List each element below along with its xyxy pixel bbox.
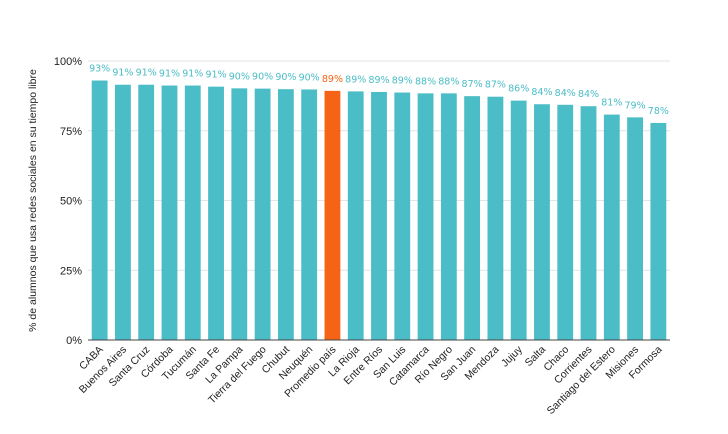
data-label: 91% — [136, 68, 157, 79]
y-tick-label: 100% — [54, 56, 82, 68]
data-label: 84% — [555, 88, 576, 99]
bar — [510, 100, 527, 340]
data-label: 91% — [182, 69, 203, 80]
data-label: 84% — [578, 89, 599, 100]
data-label: 88% — [438, 76, 459, 87]
y-tick-label: 75% — [60, 126, 82, 138]
data-label: 89% — [392, 76, 413, 87]
data-label: 87% — [462, 79, 483, 90]
y-axis-ticks: 0% 25% 50% 75% 100% — [54, 56, 82, 347]
y-axis-label: % de alumnos que usa redes sociales en s… — [27, 69, 39, 332]
data-label: 89% — [345, 74, 366, 85]
bar — [254, 88, 271, 340]
bar — [208, 86, 224, 340]
bars — [91, 80, 667, 341]
data-label: 90% — [252, 72, 273, 83]
data-label: 89% — [368, 75, 389, 86]
x-tick-label: Jujuy — [499, 343, 525, 369]
bar — [487, 96, 504, 340]
data-label: 87% — [485, 80, 506, 91]
bar — [580, 106, 597, 340]
bar — [650, 122, 667, 340]
bar — [91, 80, 108, 340]
data-label: 86% — [508, 84, 529, 95]
bar — [347, 91, 364, 340]
bar — [464, 96, 481, 341]
data-label: 91% — [112, 68, 133, 79]
data-label: 90% — [275, 72, 296, 83]
y-tick-label: 50% — [60, 196, 82, 208]
bar — [417, 93, 434, 340]
data-label: 88% — [415, 76, 436, 87]
bar — [534, 104, 550, 341]
y-tick-label: 25% — [60, 265, 82, 277]
data-label: 90% — [299, 72, 320, 83]
data-label: 90% — [229, 71, 250, 82]
data-label: 93% — [89, 64, 110, 75]
bar — [324, 90, 341, 340]
bar — [138, 84, 155, 340]
data-label: 81% — [601, 98, 622, 109]
data-labels: 93% 91% 91% 91% 91% 91% 90% 90% 90% 90% 89% 89% 89% 8… — [89, 64, 669, 117]
bar — [277, 89, 294, 340]
bar — [301, 89, 318, 340]
data-label: 79% — [625, 100, 646, 111]
bar — [440, 93, 457, 340]
data-label: 91% — [205, 70, 226, 81]
data-label: 89% — [322, 74, 343, 85]
data-label: 84% — [531, 87, 552, 98]
bar — [557, 104, 574, 340]
bar — [394, 92, 411, 340]
bar — [627, 117, 643, 340]
bar — [161, 85, 178, 340]
bar — [371, 91, 387, 341]
data-label: 91% — [159, 69, 180, 80]
bar — [184, 85, 201, 340]
y-tick-label: 0% — [66, 335, 82, 347]
bar — [603, 114, 620, 341]
data-label: 78% — [648, 106, 669, 117]
bar — [231, 88, 248, 340]
bar — [115, 84, 131, 340]
